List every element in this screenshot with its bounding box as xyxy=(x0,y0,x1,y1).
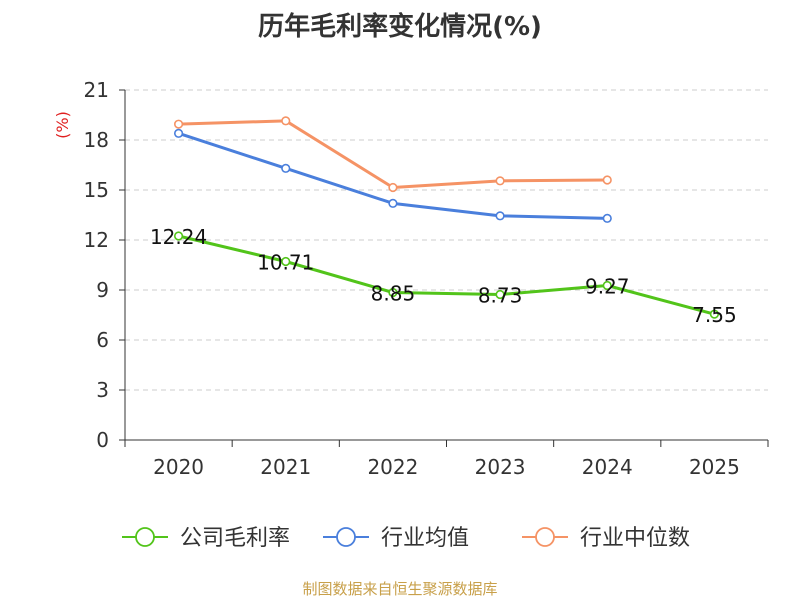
data-label: 10.71 xyxy=(257,251,314,275)
data-label: 8.85 xyxy=(371,282,416,306)
data-point xyxy=(388,182,398,193)
legend-label: 行业均值 xyxy=(381,526,469,551)
y-axis-label: (%) xyxy=(53,111,72,139)
y-tick-label: 15 xyxy=(84,178,109,202)
data-label: 7.55 xyxy=(692,303,737,327)
chart-title: 历年毛利率变化情况(%) xyxy=(258,12,542,42)
data-label: 9.27 xyxy=(585,275,630,299)
data-point xyxy=(281,163,291,173)
legend-marker xyxy=(135,527,155,547)
data-point xyxy=(173,128,184,138)
y-tick-label: 21 xyxy=(84,78,109,102)
x-tick-label: 2020 xyxy=(153,455,204,479)
data-label: 8.73 xyxy=(478,284,523,308)
legend-label: 公司毛利率 xyxy=(180,526,290,551)
source-note: 制图数据来自恒生聚源数据库 xyxy=(302,580,498,598)
y-tick-label: 6 xyxy=(96,328,109,352)
x-tick-label: 2025 xyxy=(689,455,740,479)
data-point xyxy=(495,289,505,300)
data-point xyxy=(602,175,612,185)
data-point xyxy=(281,256,291,267)
legend-label: 行业中位数 xyxy=(580,526,690,551)
y-tick-label: 18 xyxy=(84,128,109,152)
legend-marker xyxy=(336,527,356,547)
data-point xyxy=(388,287,398,298)
x-tick-label: 2022 xyxy=(367,455,418,479)
data-point xyxy=(495,176,505,186)
y-tick-label: 12 xyxy=(84,228,109,252)
data-point xyxy=(709,309,720,319)
data-point xyxy=(602,280,612,291)
x-tick-label: 2023 xyxy=(475,455,526,479)
data-point xyxy=(388,198,398,208)
y-tick-label: 9 xyxy=(96,278,109,302)
data-point xyxy=(495,211,505,221)
legend-marker xyxy=(535,527,555,547)
x-tick-label: 2024 xyxy=(582,455,633,479)
data-label: 12.24 xyxy=(150,225,207,249)
y-tick-label: 0 xyxy=(96,428,109,452)
data-point xyxy=(602,213,612,223)
y-tick-label: 3 xyxy=(96,378,109,402)
data-point xyxy=(281,116,291,126)
series-line xyxy=(178,234,715,316)
data-point xyxy=(173,231,184,241)
x-tick-label: 2021 xyxy=(260,455,311,479)
data-point xyxy=(173,119,184,129)
